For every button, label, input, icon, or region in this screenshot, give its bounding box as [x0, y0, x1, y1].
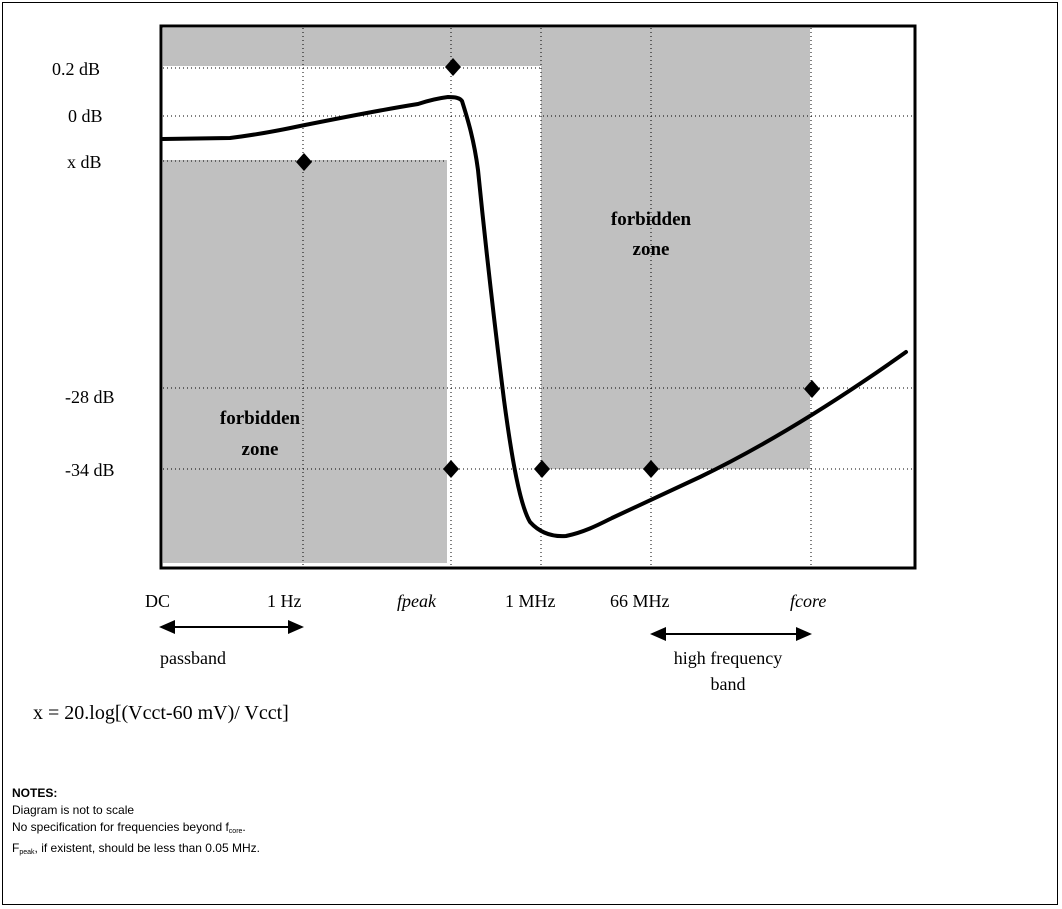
y-label-xdb: x dB — [67, 152, 102, 172]
notes-header: NOTES: — [12, 786, 58, 800]
marker-1hz-xdb — [296, 153, 312, 171]
passband-label: passband — [160, 648, 226, 668]
x-label-fpeak: fpeak — [397, 591, 437, 611]
plot-border — [159, 24, 917, 570]
marker-1mhz-m34db — [534, 460, 550, 478]
note-line-2: No specification for frequencies beyond … — [12, 820, 246, 835]
notes-block: NOTES: Diagram is not to scale No specif… — [12, 785, 260, 861]
x-label-fcore: fcore — [790, 591, 826, 611]
passband-arrow — [159, 620, 304, 634]
x-label-1hz: 1 Hz — [267, 591, 302, 611]
response-curve — [161, 95, 908, 539]
marker-66mhz-m34db — [643, 460, 659, 478]
y-label-0.2db: 0.2 dB — [52, 59, 100, 79]
forbidden-zone-bottom-left — [163, 160, 447, 563]
high-frequency-band-arrow — [650, 627, 812, 641]
y-label-0db: 0 dB — [68, 106, 103, 126]
note-line-1: Diagram is not to scale — [12, 803, 135, 817]
forbidden-zone-right-line2: zone — [633, 239, 670, 260]
y-label-m28db: -28 dB — [65, 387, 115, 407]
note-line-3: Fpeak, if existent, should be less than … — [12, 841, 260, 856]
forbidden-zone-top — [163, 28, 810, 469]
forbidden-zone-left-line2: zone — [242, 439, 279, 460]
marker-fcore-m28db — [804, 380, 820, 398]
y-label-m34db: -34 dB — [65, 460, 115, 480]
x-label-dc: DC — [145, 591, 170, 611]
x-label-66mhz: 66 MHz — [610, 591, 670, 611]
forbidden-zone-left-line1: forbidden — [220, 408, 301, 429]
formula: x = 20.log[(Vcct-60 mV)/ Vcct] — [33, 702, 289, 724]
x-label-1mhz: 1 MHz — [505, 591, 556, 611]
marker-fpeak-0.2db — [445, 58, 461, 76]
high-frequency-label-line2: band — [711, 674, 746, 694]
high-frequency-label-line1: high frequency — [674, 648, 782, 668]
forbidden-zone-right-line1: forbidden — [611, 209, 692, 230]
marker-fpeak-m34db — [443, 460, 459, 478]
